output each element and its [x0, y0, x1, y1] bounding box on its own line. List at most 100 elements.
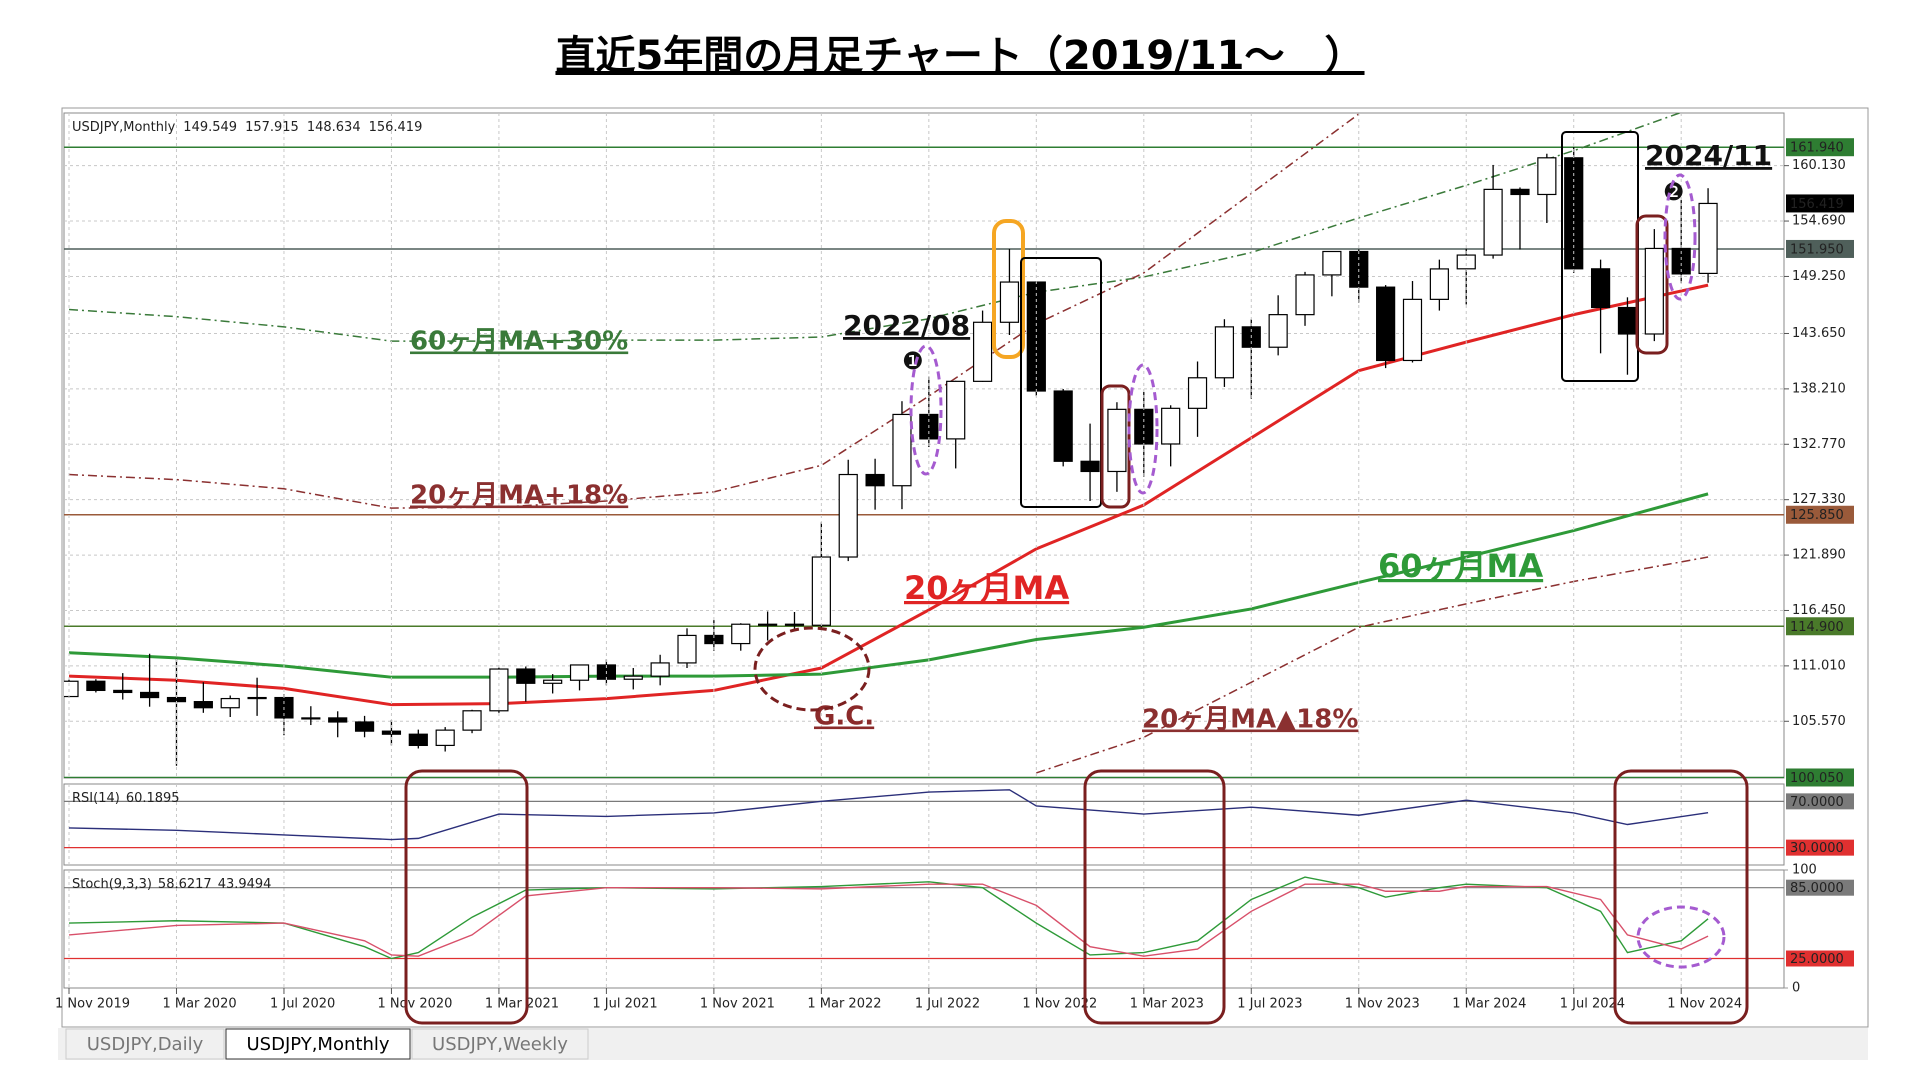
tab-label: USDJPY,Monthly [246, 1034, 389, 1055]
highlight [1635, 214, 1669, 355]
indicator-name: RSI(14) [72, 791, 120, 806]
x-tick-label: 1 Mar 2024 [1452, 997, 1526, 1012]
x-tick-label: 1 Mar 2020 [162, 997, 236, 1012]
candle-body [462, 710, 482, 731]
x-tick-label: 1 Nov 2020 [377, 997, 452, 1012]
candle-body [731, 623, 751, 645]
candle-body [328, 717, 348, 723]
price-label: 156.419 [1790, 197, 1844, 212]
highlight [1020, 257, 1102, 508]
indicator-value: 43.9494 [218, 877, 272, 892]
candle-body [543, 679, 563, 684]
ma-label: 60ヶ月MA+30% [410, 327, 628, 357]
level-label: 70.0000 [1790, 795, 1844, 810]
candle-body [1053, 390, 1073, 462]
x-tick-label: 1 Nov 2024 [1667, 997, 1742, 1012]
candle-body [1214, 326, 1235, 379]
indicator-header: RSI(14) 60.1895 [72, 791, 180, 806]
y-tick-label: 149.250 [1792, 269, 1846, 284]
level-label: 161.940 [1790, 141, 1844, 156]
page-title: 直近5年間の月足チャート（2019/11～ ） [555, 33, 1364, 79]
candle-body [999, 281, 1020, 323]
ma-line [68, 283, 1709, 707]
candle-body [1376, 286, 1396, 362]
highlight [753, 626, 871, 712]
level-label: 114.900 [1790, 620, 1844, 635]
level-label-box [1786, 239, 1854, 258]
candle-body [86, 680, 106, 692]
candle-body [1402, 298, 1423, 362]
indicator-value: 60.1895 [126, 791, 180, 806]
candle-body [946, 380, 966, 440]
highlight [1636, 905, 1726, 969]
highlight [1613, 769, 1749, 1025]
level-label: 125.850 [1790, 508, 1844, 523]
candle-body [1698, 202, 1718, 275]
candle-body [113, 689, 133, 694]
ma-line [68, 113, 1682, 342]
candle-body [1429, 268, 1449, 300]
candle-body [408, 733, 428, 747]
level-label: 25.0000 [1790, 952, 1844, 967]
candle-body [1590, 268, 1611, 309]
candle-body [193, 701, 213, 709]
main-plot [64, 113, 1784, 778]
ma-label: 60ヶ月MA [1378, 547, 1543, 585]
candle-body [247, 696, 267, 700]
highlight [404, 769, 529, 1025]
candle-body [865, 473, 885, 487]
stoch-panel [63, 869, 1785, 989]
highlight [1083, 769, 1226, 1025]
level-label-box [1786, 768, 1854, 787]
candle-body [1080, 460, 1100, 473]
y-tick-label: 0 [1792, 981, 1800, 996]
annotation: 2022/08 [843, 309, 970, 342]
x-tick-label: 1 Jul 2024 [1560, 997, 1625, 1012]
candle-body [650, 662, 670, 677]
highlight [909, 344, 943, 476]
level-label-box [1786, 879, 1854, 896]
candle-body [354, 721, 375, 732]
level-label: 100.050 [1790, 771, 1844, 786]
y-tick-label: 116.450 [1792, 603, 1846, 618]
price-box [1786, 194, 1854, 213]
candle-body [1510, 188, 1530, 196]
candle-body [677, 634, 697, 664]
y-tick-label: 160.130 [1792, 158, 1846, 173]
x-tick-label: 1 Jul 2022 [915, 997, 980, 1012]
indicator-name: Stoch(9,3,3) [72, 877, 152, 892]
y-tick-label: 154.690 [1792, 214, 1846, 229]
level-label-box [1786, 505, 1854, 524]
y-tick-label: 111.010 [1792, 658, 1846, 673]
candle-body [516, 668, 536, 684]
candle-body [1268, 314, 1288, 348]
level-label-box [1786, 839, 1854, 856]
header-value: 156.419 [369, 120, 423, 135]
level-label: 30.0000 [1790, 841, 1844, 856]
candle-body [811, 556, 831, 626]
tab [411, 1028, 589, 1060]
x-tick-label: 1 Mar 2022 [807, 997, 881, 1012]
x-tick-label: 1 Jul 2021 [592, 997, 657, 1012]
highlight [1127, 363, 1159, 495]
candle-body [972, 321, 993, 382]
ma-label: 20ヶ月MA [904, 569, 1069, 607]
candle-body [140, 691, 160, 699]
level-label: 85.0000 [1790, 881, 1844, 896]
candle-body [1295, 274, 1315, 316]
x-tick-label: 1 Mar 2023 [1130, 997, 1204, 1012]
main-panel [63, 112, 1785, 779]
tab-label: USDJPY,Daily [87, 1034, 204, 1055]
y-tick-label: 100 [1792, 863, 1817, 878]
tab-label: USDJPY,Weekly [432, 1034, 568, 1055]
candle-body [569, 664, 590, 681]
candle-body [1456, 254, 1476, 270]
candle-body [1187, 377, 1208, 409]
candle-body [220, 697, 240, 709]
y-tick-label: 132.770 [1792, 437, 1846, 452]
candle-body [1483, 188, 1503, 256]
candle-body [892, 413, 912, 487]
candle-body [1107, 408, 1127, 473]
candle-body [784, 623, 805, 626]
